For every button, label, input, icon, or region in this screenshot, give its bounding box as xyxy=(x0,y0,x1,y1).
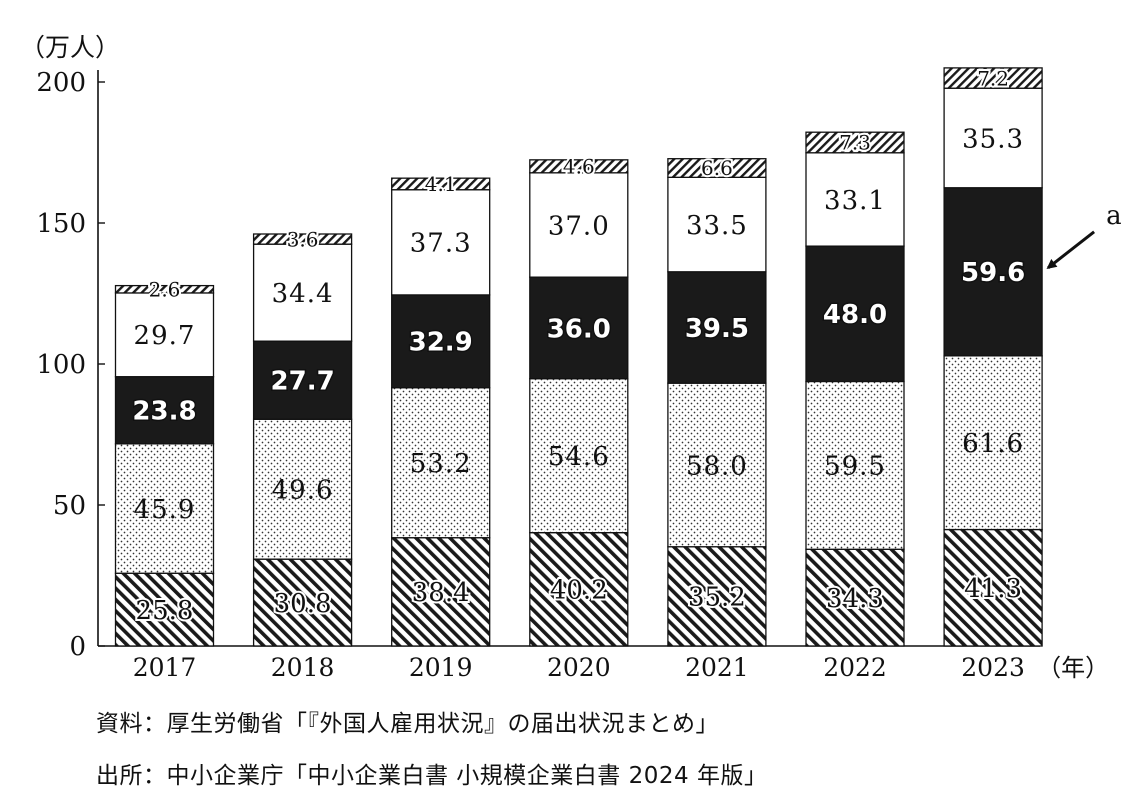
data-label-2022-segment-5: 7.3 xyxy=(839,131,871,155)
data-label-2021-segment-2: 58.0 xyxy=(686,451,748,481)
bar-segment-2017-segment-4 xyxy=(114,292,215,378)
data-label-2022-segment-1: 34.3 xyxy=(826,584,884,614)
bar-segment-2021-segment-2 xyxy=(667,382,767,548)
source-note: 資料：厚生労働省「『外国人雇用状況』の届出状況まとめ」 xyxy=(96,711,719,737)
data-label-2020-segment-2: 54.6 xyxy=(548,442,610,472)
data-label-2017-segment-3: 23.8 xyxy=(132,397,196,427)
y-axis-unit-label: （万人） xyxy=(20,33,120,62)
bar-segment-2019-segment-1 xyxy=(391,537,491,647)
bar-segment-2021-segment-5 xyxy=(667,158,767,178)
data-label-2018-segment-1: 30.8 xyxy=(274,589,332,619)
bar-segment-2018-segment-1 xyxy=(252,558,353,647)
data-label-2022-segment-4: 33.1 xyxy=(824,186,886,216)
x-axis-unit-label: （年） xyxy=(1037,654,1109,682)
bar-segment-2019-segment-3 xyxy=(391,294,491,389)
bar-segment-2017-segment-1 xyxy=(114,572,215,647)
bar-segment-2022-segment-5 xyxy=(805,131,905,154)
data-label-2023-segment-3: 59.6 xyxy=(961,258,1025,288)
data-label-2021-segment-1: 35.2 xyxy=(688,583,746,613)
x-tick-label-2020: 2020 xyxy=(547,653,611,682)
bar-segment-2023-segment-3 xyxy=(943,187,1043,357)
bar-segment-2022-segment-2 xyxy=(805,380,905,550)
data-label-2021-segment-3: 39.5 xyxy=(685,314,749,344)
annotation-arrow xyxy=(1046,230,1096,270)
y-tick-label: 0 xyxy=(69,632,86,662)
annotation-label: a xyxy=(1106,201,1122,231)
chart-container: 0 50 100 150 200 （万人） 2017 2018 2019 2020 2021 2022… xyxy=(20,33,1122,682)
bar-segment-2018-segment-2 xyxy=(252,418,353,560)
bar-segment-2021-segment-4 xyxy=(667,176,767,273)
data-label-2020-segment-1: 40.2 xyxy=(550,576,608,606)
data-label-2017-segment-5: 2.6 xyxy=(149,277,181,301)
data-label-2022-segment-2: 59.5 xyxy=(824,452,886,482)
data-label-2021-segment-5: 6.6 xyxy=(701,156,733,180)
bar-segment-2021-segment-3 xyxy=(667,271,767,384)
y-tick-label: 50 xyxy=(53,491,86,521)
data-label-2020-segment-4: 37.0 xyxy=(548,211,610,241)
bar-segment-2018-segment-3 xyxy=(252,340,353,420)
data-label-2023-segment-5: 7.2 xyxy=(977,66,1009,90)
bar-segment-2017-segment-2 xyxy=(114,443,215,574)
bar-segment-2019-segment-2 xyxy=(391,387,491,539)
x-tick-label-2021: 2021 xyxy=(685,653,749,682)
bar-segment-2023-segment-5 xyxy=(943,67,1043,89)
data-label-2020-segment-5: 4.6 xyxy=(563,155,595,179)
data-label-2019-segment-3: 32.9 xyxy=(409,328,473,358)
x-tick-label-2023: 2023 xyxy=(961,653,1025,682)
bar-segment-2022-segment-4 xyxy=(805,152,905,247)
bar-segment-2020-segment-2 xyxy=(529,378,629,534)
bar-segment-2023-segment-2 xyxy=(943,355,1043,531)
data-label-2018-segment-3: 27.7 xyxy=(271,367,335,397)
bar-segment-2020-segment-4 xyxy=(529,172,629,278)
y-tick-label: 200 xyxy=(36,68,86,98)
data-label-2018-segment-2: 49.6 xyxy=(272,476,334,506)
data-label-2023-segment-2: 61.6 xyxy=(962,429,1024,459)
bar-segment-2022-segment-3 xyxy=(805,245,905,383)
data-label-2017-segment-4: 29.7 xyxy=(134,321,196,351)
data-label-2018-segment-4: 34.4 xyxy=(272,279,334,309)
bar-segment-2018-segment-4 xyxy=(252,243,353,342)
bar-segment-2017-segment-3 xyxy=(114,376,215,445)
data-label-2020-segment-3: 36.0 xyxy=(547,314,611,344)
x-tick-label-2018: 2018 xyxy=(271,653,335,682)
bar-segment-2022-segment-1 xyxy=(805,548,905,647)
data-label-2022-segment-3: 48.0 xyxy=(823,300,887,330)
data-label-2019-segment-4: 37.3 xyxy=(410,229,472,259)
data-label-2019-segment-1: 38.4 xyxy=(412,578,470,608)
y-tick-label: 150 xyxy=(36,209,86,239)
bar-segment-2019-segment-5 xyxy=(391,177,491,191)
data-label-2021-segment-4: 33.5 xyxy=(686,211,748,241)
y-tick-label: 100 xyxy=(36,350,86,380)
x-tick-label-2022: 2022 xyxy=(823,653,887,682)
data-label-2019-segment-5: 4.1 xyxy=(425,172,457,196)
data-label-2017-segment-1: 25.8 xyxy=(136,596,194,626)
bar-segment-2021-segment-1 xyxy=(667,546,767,647)
data-label-2023-segment-1: 41.3 xyxy=(964,574,1022,604)
bar-segment-2017-segment-5 xyxy=(114,284,215,294)
data-label-2018-segment-5: 3.6 xyxy=(287,227,319,251)
data-label-2017-segment-2: 45.9 xyxy=(134,495,196,525)
x-tick-label-2017: 2017 xyxy=(133,653,197,682)
bar-segment-2020-segment-3 xyxy=(529,276,629,380)
stacked-bar-chart: 0 50 100 150 200 （万人） 2017 2018 2019 2020 2021 2022… xyxy=(20,33,1122,682)
bar-segment-2023-segment-4 xyxy=(943,87,1043,189)
bar-segment-2020-segment-5 xyxy=(529,159,629,174)
bar-segment-2019-segment-4 xyxy=(391,189,491,296)
bar-segment-2018-segment-5 xyxy=(252,233,353,245)
bar-segment-2020-segment-1 xyxy=(529,531,629,647)
x-tick-label-2019: 2019 xyxy=(409,653,473,682)
bar-segment-2023-segment-1 xyxy=(943,528,1043,647)
data-label-2023-segment-4: 35.3 xyxy=(962,124,1024,154)
data-label-2019-segment-2: 53.2 xyxy=(410,449,472,479)
origin-note: 出所：中小企業庁「中小企業白書 小規模企業白書 2024 年版」 xyxy=(96,763,768,789)
